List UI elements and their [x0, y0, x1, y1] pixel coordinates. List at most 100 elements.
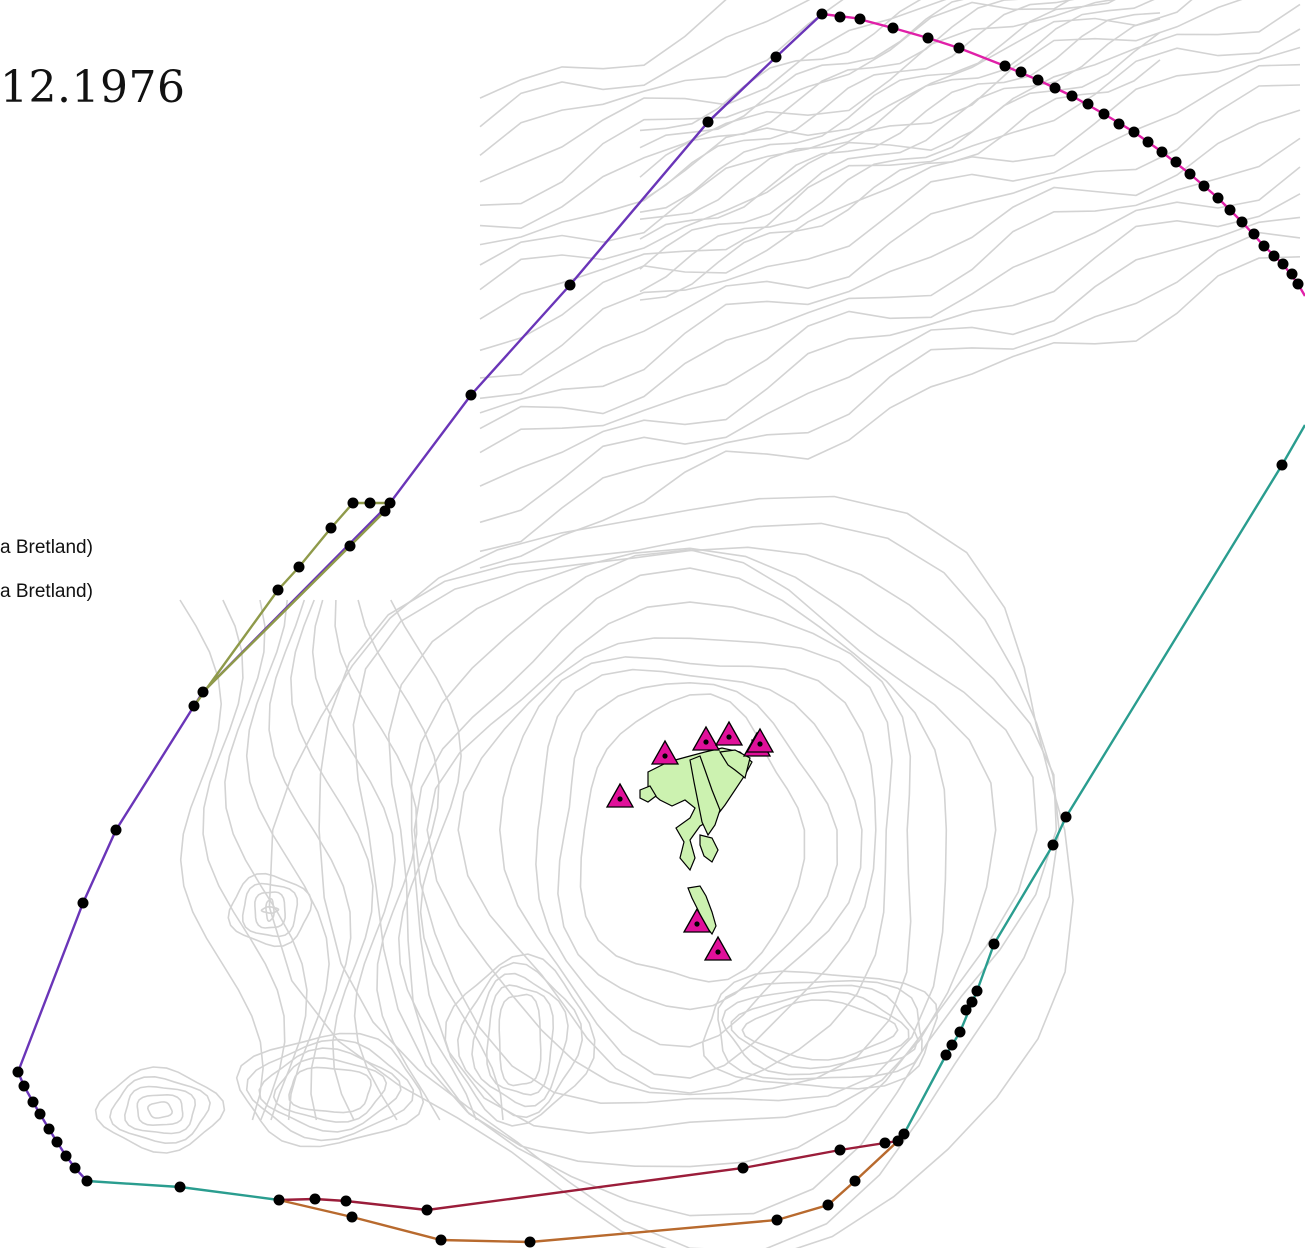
boundary-point	[1047, 839, 1059, 851]
boundary-point	[272, 584, 284, 596]
contour-line	[639, 12, 1161, 240]
contour-line	[730, 990, 910, 1070]
contour-line	[245, 599, 330, 1121]
contour-line	[479, 0, 1116, 230]
boundary-point	[1060, 811, 1072, 823]
contour-line	[479, 216, 1301, 524]
boundary-point	[954, 1026, 966, 1038]
boundary-point	[188, 700, 200, 712]
boundary-point	[1198, 180, 1210, 192]
contour-line	[352, 546, 1058, 1217]
contour-line	[444, 953, 596, 1127]
boundary-point	[81, 1175, 93, 1187]
contour-line	[179, 599, 264, 1121]
boundary-point	[1212, 192, 1224, 204]
boundary-point	[834, 11, 846, 23]
contour-line	[479, 0, 1193, 246]
contour-line	[202, 599, 286, 1121]
contour-line	[224, 599, 308, 1121]
boundary-point	[1276, 459, 1288, 471]
contour-line	[109, 1075, 211, 1145]
contour-line	[288, 1066, 372, 1114]
boundary-point	[999, 60, 1011, 72]
boundary-point	[60, 1150, 72, 1162]
boundary-point	[854, 13, 866, 25]
boundary-point	[1236, 216, 1248, 228]
boundary-lines	[16, 12, 1305, 1244]
boundary-north	[821, 12, 1305, 297]
boundary-point	[51, 1136, 63, 1148]
contour-line	[479, 46, 1301, 352]
boundary-point	[770, 51, 782, 63]
boundary-point	[309, 1193, 321, 1205]
boundary-point	[379, 505, 391, 517]
station-triangle-icon	[691, 725, 721, 751]
boundary-point	[564, 279, 576, 291]
station-dot	[694, 921, 700, 927]
contour-line	[639, 0, 1075, 203]
boundary-point	[1098, 108, 1110, 120]
boundary-point	[1082, 98, 1094, 110]
boundary-point	[293, 561, 305, 573]
contour-line	[639, 0, 1155, 220]
station-triangle-icon	[714, 720, 744, 746]
island-outline	[689, 755, 721, 837]
contour-line	[357, 599, 478, 1121]
contour-line	[479, 0, 1243, 266]
boundary-point	[1184, 168, 1196, 180]
boundary-point	[1224, 204, 1236, 216]
legend-label-boundary-2: a Bretland)	[0, 581, 93, 602]
contour-line	[235, 1032, 425, 1148]
contour-line	[479, 0, 1071, 206]
boundary-point	[834, 1144, 846, 1156]
boundary-point	[1258, 240, 1270, 252]
contour-line	[721, 984, 919, 1076]
boundary-south-outer	[278, 1140, 899, 1244]
boundary-south-inner	[278, 1139, 899, 1212]
legend-label-boundary-1: a Bretland)	[0, 537, 93, 558]
contour-line	[479, 3, 1301, 291]
boundary-point	[849, 1175, 861, 1187]
boundary-point	[1286, 268, 1298, 280]
station-dot	[617, 796, 623, 802]
contour-line	[557, 681, 839, 1011]
boundary-point	[879, 1137, 891, 1149]
boundary-point	[971, 985, 983, 997]
boundary-point	[1292, 278, 1304, 290]
contour-line	[390, 599, 504, 1121]
boundary-point	[1049, 82, 1061, 94]
boundary-point	[1032, 74, 1044, 86]
boundary-point	[12, 1066, 24, 1078]
contour-line	[639, 0, 1019, 178]
boundary-point	[887, 22, 899, 34]
boundary-point	[1015, 66, 1027, 78]
boundary-east	[897, 424, 1305, 1142]
contour-line	[334, 599, 441, 1121]
boundary-point	[77, 897, 89, 909]
contour-line	[123, 1085, 197, 1135]
contour-line	[227, 872, 313, 948]
boundary-point	[110, 824, 122, 836]
contour-line	[639, 18, 1161, 270]
boundary-point	[27, 1096, 39, 1108]
contour-line	[639, 59, 1161, 301]
contour-line	[268, 599, 352, 1121]
contour-line	[479, 256, 1301, 569]
boundary-point	[1277, 258, 1289, 270]
contour-line	[258, 1047, 402, 1133]
boundary-point	[344, 540, 356, 552]
station-triangle-icon	[682, 907, 712, 933]
contour-line	[290, 599, 374, 1121]
contour-line	[579, 693, 806, 983]
boundary-point	[702, 116, 714, 128]
contour-line	[479, 231, 1301, 553]
boundary-point	[364, 497, 376, 509]
boundary-point	[966, 996, 978, 1008]
boundary-point	[421, 1204, 433, 1216]
island-outline	[639, 785, 657, 803]
station-triangle-icon	[703, 935, 733, 961]
boundary-point	[1170, 156, 1182, 168]
contour-line	[498, 656, 877, 1079]
